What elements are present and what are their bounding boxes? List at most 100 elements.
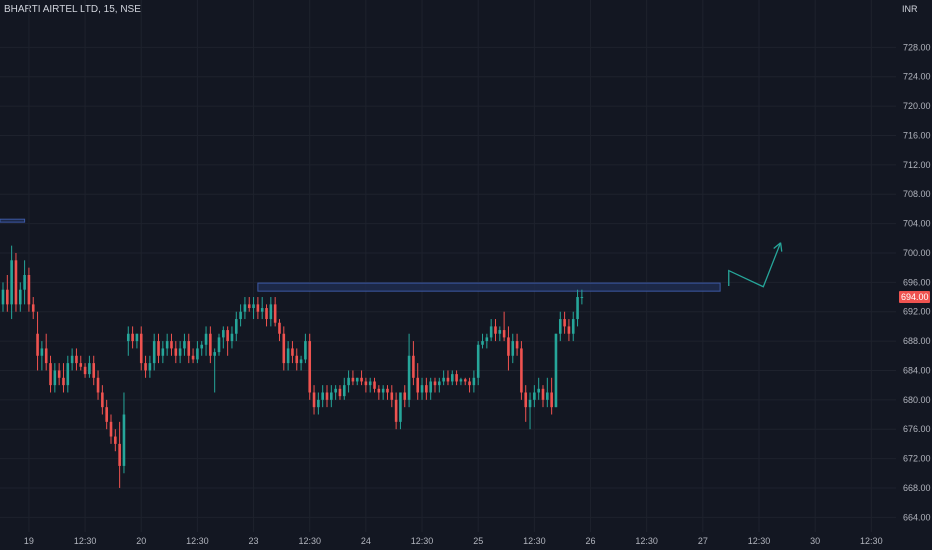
candle-body (317, 399, 320, 408)
candle-body (144, 363, 147, 371)
candle-body (455, 374, 458, 382)
candle-body (373, 381, 376, 389)
candle-body (234, 319, 238, 334)
candle-body (299, 359, 303, 364)
candle-body (260, 308, 264, 312)
y-tick-label: 700.00 (903, 248, 931, 258)
currency-label: INR (902, 4, 918, 14)
candles-layer (1, 245, 584, 488)
candle-body (83, 366, 87, 375)
candle-body (269, 304, 273, 320)
candle-body (381, 388, 385, 393)
candle-body (191, 355, 195, 360)
x-tick-label: 12:30 (411, 536, 434, 546)
y-tick-label: 716.00 (903, 130, 931, 140)
candle-body (1, 289, 5, 305)
candle-body (265, 308, 268, 320)
x-tick-label: 25 (473, 536, 483, 546)
y-tick-label: 692.00 (903, 307, 931, 317)
last-price-box (899, 291, 930, 304)
candle-body (44, 348, 48, 364)
candle-body (161, 348, 165, 356)
candle-body (183, 341, 186, 349)
candle-body (204, 333, 208, 345)
candle-body (459, 379, 463, 382)
x-tick-label: 30 (810, 536, 820, 546)
candle-body (88, 363, 91, 375)
candle-body (576, 297, 579, 320)
candle-body (442, 377, 445, 382)
time-axis[interactable]: 19 12:30 20 12:30 23 12:30 24 12:30 25 12:30 26 12:… (24, 536, 883, 546)
candle-body (6, 289, 9, 305)
candle-body (31, 304, 35, 312)
y-tick-label: 704.00 (903, 219, 931, 229)
candle-body (403, 392, 407, 400)
y-tick-label: 684.00 (903, 365, 931, 375)
candle-body (70, 355, 74, 364)
candle-body (304, 341, 307, 360)
candle-body (148, 363, 152, 371)
candle-body (438, 381, 441, 386)
x-tick-label: 23 (249, 536, 259, 546)
candle-body (222, 330, 225, 338)
candle-body (126, 333, 130, 342)
candle-body (282, 333, 286, 364)
candle-body (152, 341, 156, 364)
candle-body (420, 385, 424, 393)
candle-body (291, 348, 294, 356)
candle-body (321, 392, 324, 400)
candle-body (157, 341, 160, 356)
candle-body (27, 275, 31, 305)
candle-body (364, 381, 368, 386)
candle-body (360, 377, 363, 382)
x-tick-label: 12:30 (748, 536, 771, 546)
candle-body (213, 352, 216, 356)
candle-body (62, 377, 65, 386)
candle-body (524, 392, 528, 408)
candle-body (446, 377, 450, 382)
candle-body (412, 355, 415, 378)
candle-body (109, 421, 113, 437)
candle-body (252, 304, 255, 309)
candle-body (165, 341, 169, 349)
candle-body (386, 388, 389, 393)
y-tick-label: 676.00 (903, 424, 931, 434)
candle-body (114, 436, 117, 444)
candle-body (325, 392, 329, 400)
candle-body (533, 392, 536, 400)
candle-body (342, 385, 346, 397)
price-axis[interactable]: 664.00 668.00 672.00 676.00 680.00 684.00 688.… (903, 42, 931, 522)
candle-body (511, 341, 515, 356)
y-tick-label: 680.00 (903, 395, 931, 405)
candle-body (399, 392, 402, 422)
arrow-drawing (728, 242, 783, 288)
arrow-head (773, 242, 782, 249)
candle-body (18, 289, 22, 305)
candle-body (23, 275, 26, 290)
x-tick-label: 12:30 (74, 536, 97, 546)
candle-body (200, 344, 204, 349)
candle-body (209, 333, 212, 356)
candle-body (92, 363, 96, 378)
zones-layer (0, 218, 721, 292)
candle-body (273, 304, 277, 323)
candle-body (507, 337, 510, 356)
x-tick-label: 19 (24, 536, 34, 546)
candle-body (196, 348, 199, 360)
candle-body (489, 326, 493, 338)
candle-body (295, 355, 299, 364)
last-price-label: 694.00 (901, 292, 929, 302)
candle-body (550, 392, 553, 408)
y-tick-label: 668.00 (903, 483, 931, 493)
candle-body (502, 330, 506, 338)
y-tick-label: 708.00 (903, 189, 931, 199)
zone-box (257, 282, 721, 292)
candle-body (75, 355, 78, 364)
candle-body (131, 333, 134, 342)
candle-body (537, 388, 540, 393)
x-tick-label: 27 (698, 536, 708, 546)
candle-body (368, 381, 372, 386)
candle-body (407, 355, 411, 400)
candle-body (187, 341, 191, 356)
